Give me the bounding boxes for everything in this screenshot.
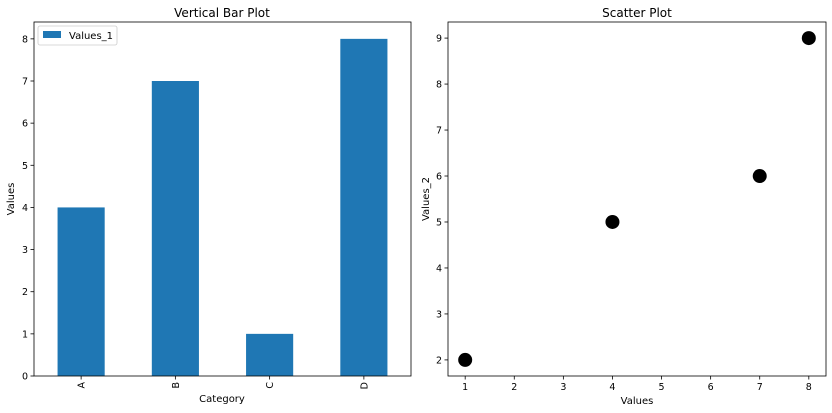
y-tick-label: 1	[22, 329, 28, 340]
bar-chart-x-ticks: A B C D	[77, 376, 370, 389]
bar-chart-axes-frame	[33, 21, 412, 377]
y-tick-label: 8	[22, 34, 28, 45]
y-tick-label: 6	[22, 119, 28, 130]
bar	[340, 38, 388, 376]
scatter-point	[801, 31, 816, 46]
x-tick-label: 5	[659, 382, 665, 393]
y-tick-label: 8	[436, 80, 442, 91]
x-tick-label: 3	[560, 382, 566, 393]
x-tick-label: 1	[462, 382, 468, 393]
scatter-chart-title: Scatter Plot	[602, 6, 672, 20]
bar-chart-y-ticks: 0 1 2 3 4 5 6 7 8	[22, 34, 34, 383]
scatter-point	[752, 169, 767, 184]
x-tick-label: D	[359, 382, 370, 389]
scatter-chart-y-axis-label: Values_2	[421, 177, 432, 221]
x-tick-label: C	[265, 382, 276, 389]
bar-chart-y-axis-label: Values	[6, 183, 17, 216]
bar	[246, 333, 294, 376]
y-tick-label: 0	[22, 372, 28, 383]
legend-swatch	[43, 31, 61, 38]
x-tick-label: A	[77, 382, 88, 389]
y-tick-label: 2	[436, 355, 442, 366]
scatter-chart-x-axis-label: Values	[621, 396, 654, 407]
x-tick-label: 6	[708, 382, 714, 393]
bar-chart: Vertical Bar Plot 0 1 2 3 4 5 6 7 8 A B C D Categor…	[6, 6, 412, 405]
scatter-point	[458, 352, 473, 367]
y-tick-label: 3	[436, 309, 442, 320]
scatter-point	[605, 214, 620, 229]
scatter-chart-x-ticks: 1 2 3 4 5 6 7 8	[462, 376, 812, 393]
y-tick-label: 4	[22, 203, 28, 214]
bar-chart-legend: Values_1	[37, 25, 118, 46]
x-tick-label: 8	[806, 382, 812, 393]
y-tick-label: 3	[22, 245, 28, 256]
y-tick-label: 7	[436, 126, 442, 137]
x-tick-label: 2	[511, 382, 517, 393]
y-tick-label: 5	[22, 161, 28, 172]
y-tick-label: 7	[22, 77, 28, 88]
x-tick-label: 7	[757, 382, 763, 393]
bar-chart-bars	[57, 38, 388, 376]
y-tick-label: 5	[436, 217, 442, 228]
y-tick-label: 6	[436, 172, 442, 183]
y-tick-label: 2	[22, 287, 28, 298]
bar	[151, 81, 199, 376]
y-tick-label: 4	[436, 263, 442, 274]
legend-frame	[37, 25, 118, 46]
scatter-chart: Scatter Plot 2 3 4 5 6 7 8 9 1 2 3 4 5 6 7 8 Values Va…	[421, 6, 827, 407]
scatter-chart-y-ticks: 2 3 4 5 6 7 8 9	[436, 34, 448, 366]
scatter-chart-axes-frame	[447, 21, 827, 377]
scatter-chart-points	[458, 31, 816, 367]
bar	[57, 207, 105, 376]
x-tick-label: B	[171, 382, 182, 389]
y-tick-label: 9	[436, 34, 442, 45]
x-tick-label: 4	[609, 382, 615, 393]
bar-chart-title: Vertical Bar Plot	[174, 6, 270, 20]
bar-chart-x-axis-label: Category	[199, 394, 245, 405]
legend-label: Values_1	[69, 31, 113, 42]
